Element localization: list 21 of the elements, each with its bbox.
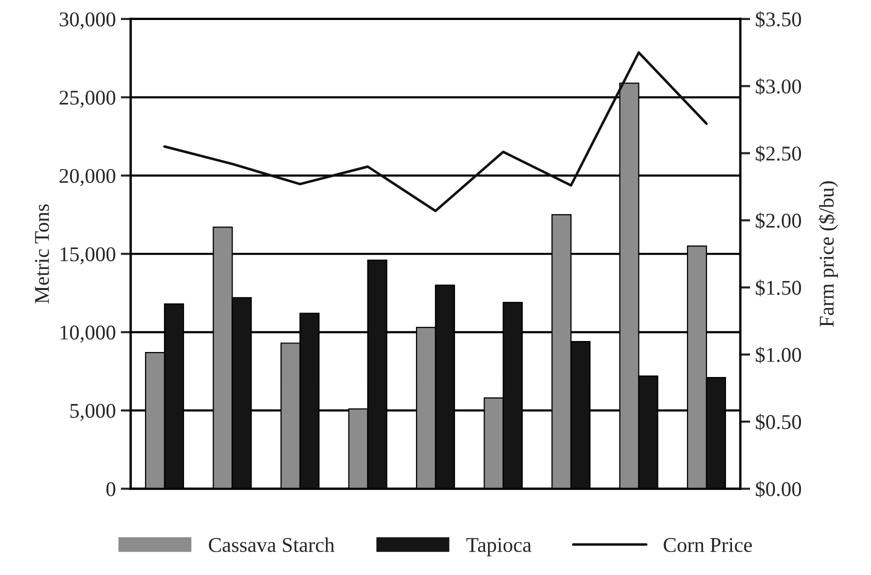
y2-axis-title: Farm price ($/bu) xyxy=(818,181,838,327)
y-axis-title: Metric Tons xyxy=(34,204,49,304)
y2-tick-label: $1.50 xyxy=(756,280,802,296)
y-tick-label: 15,000 xyxy=(60,247,116,264)
legend-label: Tapioca xyxy=(466,538,532,556)
y2-tick-label: $2.00 xyxy=(756,212,802,230)
line-series xyxy=(163,51,708,212)
y-tick-label: 20,000 xyxy=(60,168,116,186)
y-tick-label: 25,000 xyxy=(60,90,116,108)
y2-tick-label: $3.50 xyxy=(756,11,802,28)
y2-tick-label: $2.50 xyxy=(756,145,802,162)
y2-tick-label: $0.50 xyxy=(756,414,802,430)
y2-tick-label: $0.00 xyxy=(756,480,802,498)
y2-tick-label: $1.00 xyxy=(756,346,802,364)
y-tick-label: 5,000 xyxy=(70,404,116,421)
y-tick-label: 30,000 xyxy=(60,12,116,30)
y-tick-label: 0 xyxy=(106,482,116,496)
y2-tick-label: $3.00 xyxy=(756,78,802,95)
legend-label: Cassava Starch xyxy=(208,537,334,552)
legend-label: Corn Price xyxy=(664,538,752,552)
y-tick-label: 10,000 xyxy=(60,326,116,343)
